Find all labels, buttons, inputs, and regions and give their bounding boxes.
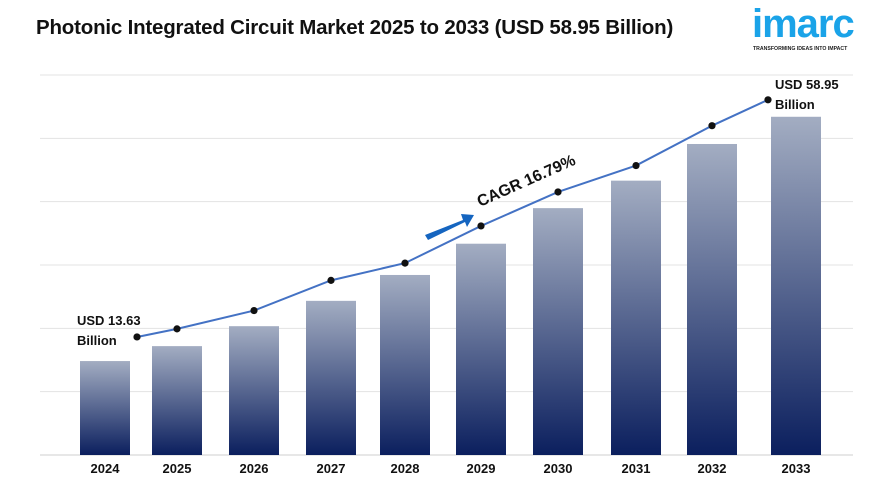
trend-point-2032 bbox=[708, 122, 716, 130]
bar-2030 bbox=[533, 208, 583, 455]
end-value-label: USD 58.95 bbox=[775, 77, 839, 92]
trend-point-2029 bbox=[477, 222, 485, 230]
end-value-unit: Billion bbox=[775, 97, 815, 112]
x-tick-label: 2032 bbox=[698, 461, 727, 476]
x-tick-label: 2031 bbox=[622, 461, 651, 476]
bar-2026 bbox=[229, 326, 279, 455]
start-value-label: USD 13.63 bbox=[77, 313, 141, 328]
x-tick-label: 2029 bbox=[467, 461, 496, 476]
x-tick-label: 2030 bbox=[544, 461, 573, 476]
trend-point-2025 bbox=[173, 325, 181, 333]
bar-2031 bbox=[611, 180, 661, 455]
logo-tagline: TRANSFORMING IDEAS INTO IMPACT bbox=[753, 46, 848, 52]
trend-line bbox=[136, 98, 769, 338]
x-tick-label: 2024 bbox=[91, 461, 121, 476]
trend-point-2030 bbox=[554, 188, 562, 196]
x-tick-label: 2028 bbox=[391, 461, 420, 476]
bar-2028 bbox=[380, 274, 430, 455]
start-value-unit: Billion bbox=[77, 333, 117, 348]
chart-title: Photonic Integrated Circuit Market 2025 … bbox=[36, 16, 674, 39]
bar-2027 bbox=[306, 300, 356, 455]
imarc-logo: imarc TRANSFORMING IDEAS INTO IMPACT bbox=[752, 4, 870, 56]
logo-word: imarc bbox=[752, 2, 855, 46]
bar-2029 bbox=[456, 243, 506, 455]
x-tick-label: 2025 bbox=[163, 461, 192, 476]
bar-2025 bbox=[152, 346, 202, 455]
cagr-arrow-icon bbox=[425, 214, 474, 240]
bar-2024 bbox=[80, 361, 130, 455]
trend-point-2033 bbox=[764, 96, 772, 104]
trend-point-2027 bbox=[327, 276, 335, 284]
x-tick-label: 2026 bbox=[240, 461, 269, 476]
bar-2033 bbox=[771, 116, 821, 456]
trend-point-2024 bbox=[133, 333, 141, 341]
bar-2032 bbox=[687, 143, 737, 455]
trend-point-2031 bbox=[632, 161, 640, 170]
x-tick-label: 2027 bbox=[317, 461, 346, 476]
trend-point-2028 bbox=[401, 259, 409, 267]
trend-point-2026 bbox=[250, 306, 258, 315]
x-tick-label: 2033 bbox=[782, 461, 811, 476]
